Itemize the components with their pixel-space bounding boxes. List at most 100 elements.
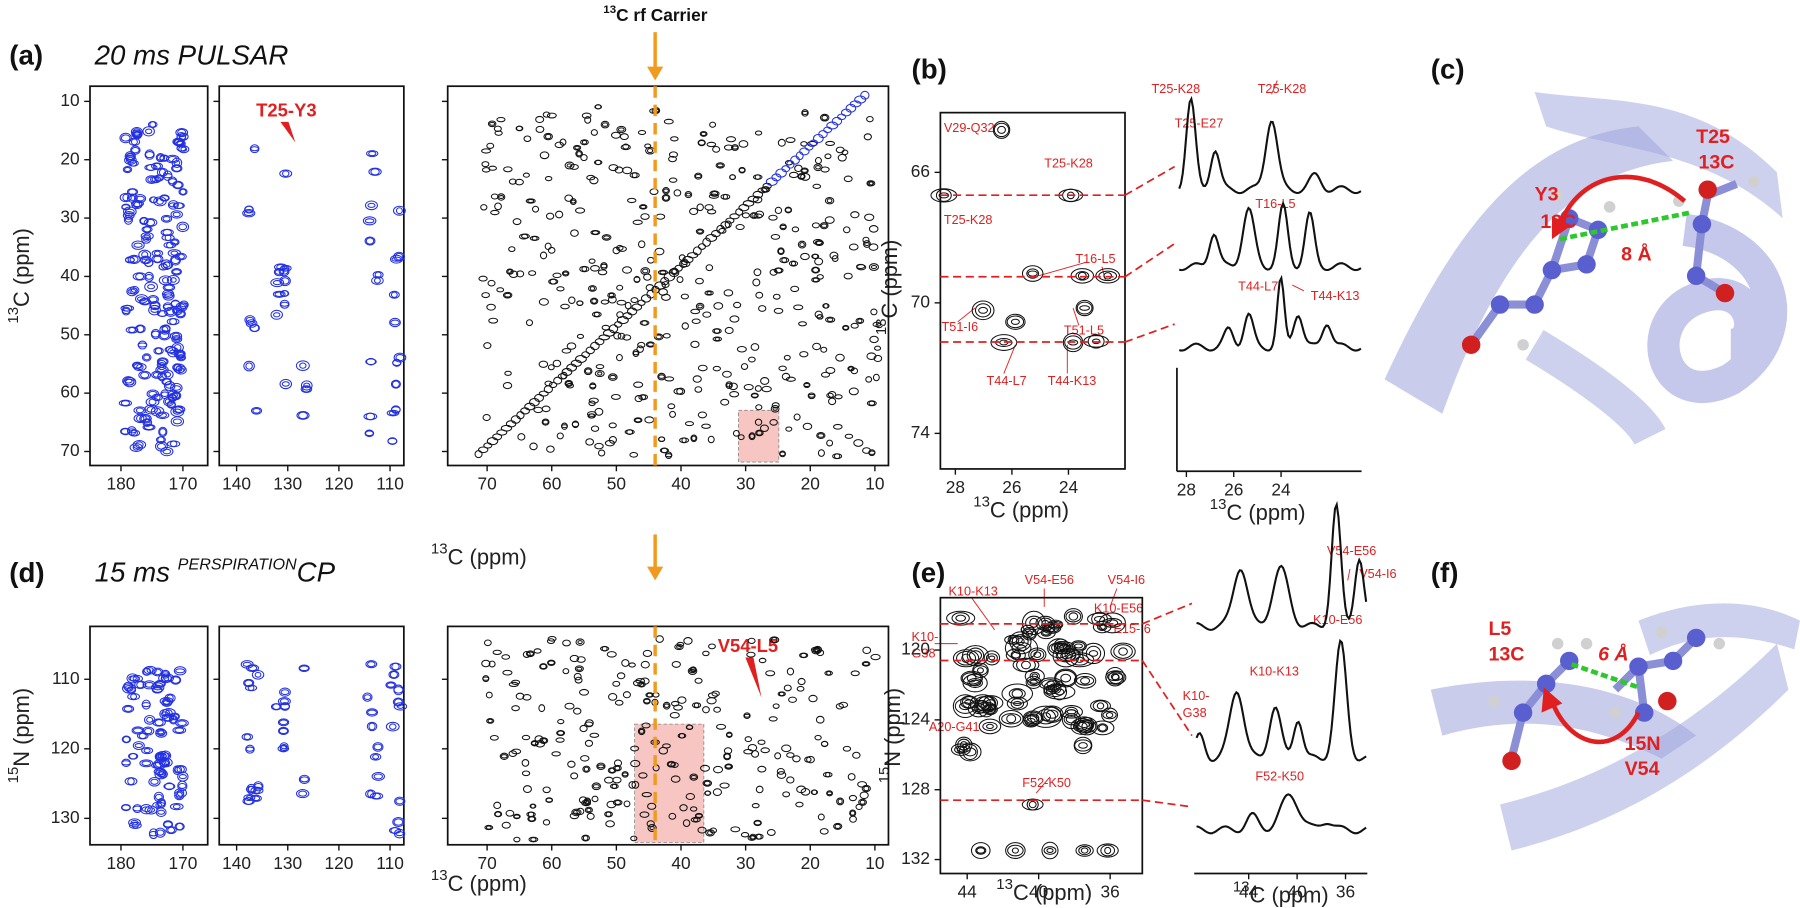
contour	[141, 251, 149, 259]
contour	[493, 125, 502, 132]
contour	[709, 121, 717, 128]
contour	[158, 362, 166, 368]
contour	[373, 277, 381, 284]
trace	[1196, 500, 1368, 631]
contour	[172, 269, 181, 275]
contour	[852, 751, 861, 759]
contour	[569, 163, 579, 170]
contour	[694, 386, 703, 393]
contour	[147, 284, 156, 290]
contour	[579, 724, 588, 733]
contour	[489, 121, 496, 126]
contour	[576, 151, 582, 157]
contour	[694, 172, 703, 180]
contour	[814, 310, 823, 319]
contour	[538, 390, 549, 397]
y-axis-title: 13C (ppm)	[5, 228, 33, 323]
contour	[863, 133, 872, 141]
contour	[161, 369, 174, 380]
contour	[280, 689, 290, 696]
contour	[155, 728, 167, 736]
contour	[488, 660, 496, 668]
contour	[169, 238, 180, 246]
contour	[243, 797, 254, 805]
contour	[136, 681, 145, 689]
contour	[490, 193, 499, 200]
contour	[807, 392, 816, 400]
contour	[819, 828, 829, 835]
contour	[776, 771, 787, 779]
contour	[164, 284, 174, 291]
distance-label: 6 Å	[1598, 641, 1629, 665]
contour	[365, 237, 375, 245]
contour	[788, 171, 799, 179]
contour	[1092, 700, 1109, 712]
contour	[579, 688, 590, 696]
contour	[689, 773, 699, 781]
contour	[278, 719, 289, 726]
y-tick-label: 66	[911, 161, 930, 181]
contour	[1006, 696, 1028, 711]
contour	[124, 151, 136, 162]
contour	[516, 411, 525, 420]
contour	[497, 193, 506, 201]
text: C (ppm)	[9, 228, 34, 307]
contour	[131, 361, 143, 370]
contour	[649, 188, 659, 195]
contour	[156, 359, 167, 371]
contour	[1102, 617, 1123, 628]
contour	[282, 265, 290, 272]
contour	[849, 100, 862, 108]
contour	[826, 392, 834, 399]
contour	[1010, 318, 1020, 325]
contour	[548, 381, 558, 389]
contour	[815, 715, 825, 724]
contour	[729, 391, 740, 398]
contour	[633, 381, 644, 388]
contour	[626, 307, 638, 316]
contour	[709, 190, 720, 197]
x-tick-label: 60	[542, 474, 561, 494]
contour	[567, 760, 576, 768]
contour	[296, 410, 310, 420]
contour	[623, 800, 631, 808]
contour	[771, 402, 780, 409]
contour	[565, 380, 573, 386]
contour	[277, 697, 291, 706]
contour	[161, 277, 170, 284]
contour	[819, 113, 830, 122]
contour	[723, 144, 734, 151]
contour	[176, 765, 185, 774]
contour	[281, 381, 290, 387]
contour	[1076, 301, 1093, 315]
contour	[661, 281, 670, 288]
contour	[1104, 846, 1112, 855]
contour	[385, 721, 400, 732]
contour	[812, 277, 819, 283]
contour	[607, 295, 617, 304]
text: C (ppm)	[448, 871, 527, 896]
contour	[393, 205, 406, 216]
contour	[120, 134, 131, 142]
contour	[159, 194, 170, 202]
contour	[700, 131, 707, 137]
contour	[757, 187, 768, 194]
contour	[145, 175, 158, 184]
contour	[142, 680, 157, 690]
contour	[159, 195, 170, 201]
contour	[723, 753, 731, 760]
contour	[1026, 798, 1039, 811]
contour	[670, 136, 679, 142]
contour	[173, 666, 187, 676]
contour	[541, 405, 551, 413]
trace	[1178, 200, 1362, 272]
contour	[561, 348, 572, 354]
contour	[581, 112, 592, 119]
contour	[279, 687, 291, 697]
contour	[591, 782, 601, 791]
contour	[502, 382, 513, 390]
contour	[801, 110, 809, 115]
contour	[147, 294, 159, 305]
atom-label: T25	[1696, 126, 1730, 148]
trace-label: F52-K50	[1255, 769, 1304, 783]
